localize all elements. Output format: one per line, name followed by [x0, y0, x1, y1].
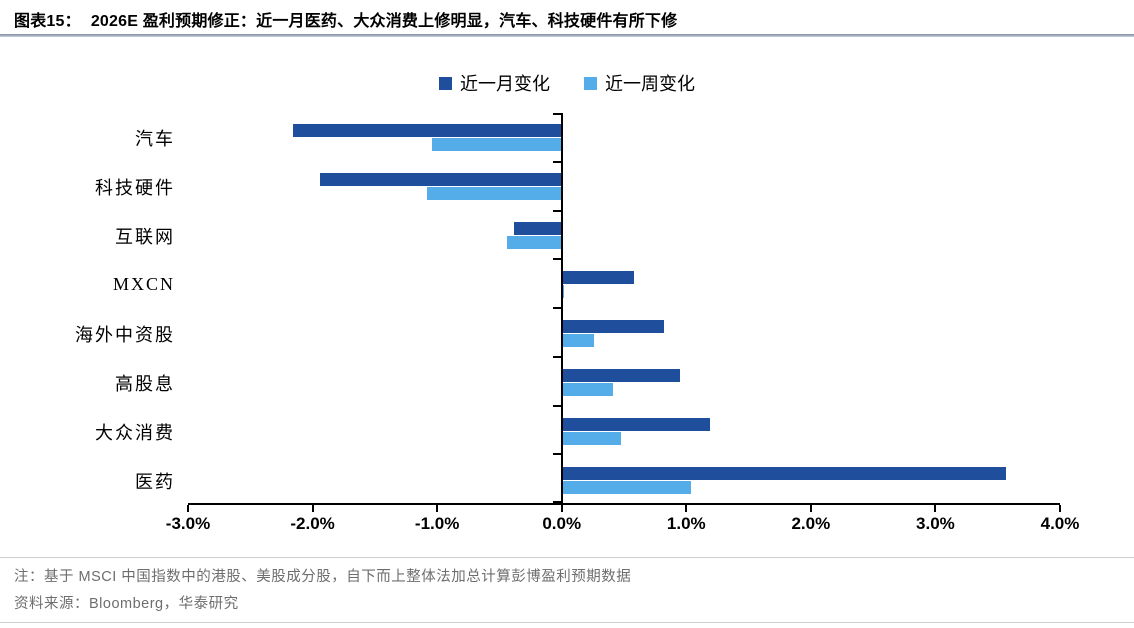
zero-baseline	[560, 113, 563, 511]
bar-week-0	[432, 138, 562, 151]
legend-item-1: 近一周变化	[584, 70, 695, 96]
bar-month-6	[561, 418, 710, 431]
bar-month-0	[292, 124, 562, 137]
x-axis-tick	[560, 505, 563, 512]
category-row	[188, 260, 1060, 309]
category-row	[188, 358, 1060, 407]
x-axis-tick-label: 2.0%	[791, 514, 831, 533]
bar-week-4	[561, 334, 595, 347]
category-axis: 汽车科技硬件互联网 MXCN 海外中资股高股息大众消费医药	[0, 113, 175, 505]
footer-divider-top	[0, 557, 1134, 558]
bar-week-6	[561, 432, 622, 445]
legend-item-0: 近一月变化	[439, 70, 550, 96]
category-tick	[552, 160, 561, 163]
bar-month-7	[561, 467, 1007, 480]
category-row	[188, 309, 1060, 358]
x-axis-tick-label: 4.0%	[1040, 514, 1080, 533]
category-row	[188, 113, 1060, 162]
x-axis-tick-label: 1.0%	[666, 514, 706, 533]
x-axis-tick-label: -2.0%	[290, 514, 335, 533]
legend-swatch-icon	[584, 76, 597, 90]
category-label: 高股息	[115, 373, 175, 394]
bar-month-4	[561, 320, 664, 333]
bar-month-5	[561, 369, 681, 382]
category-label: 互联网	[115, 226, 175, 247]
x-axis-tick	[934, 505, 937, 512]
bar-month-2	[514, 222, 562, 235]
category-tick	[552, 113, 561, 115]
x-axis-tick	[809, 505, 812, 512]
x-axis-tick	[1059, 505, 1061, 512]
category-row	[188, 407, 1060, 456]
bar-week-5	[561, 383, 613, 396]
x-axis-tick-label: -3.0%	[165, 514, 211, 533]
category-label: 海外中资股	[75, 324, 175, 345]
category-label: 汽车	[135, 128, 175, 149]
bar-week-2	[506, 236, 562, 249]
x-axis-tick	[436, 505, 439, 512]
x-axis-tick	[685, 505, 688, 512]
category-tick	[552, 453, 561, 456]
bar-month-3	[561, 271, 634, 284]
figure-title-text: 2026E 盈利预期修正：近一月医药、大众消费上修明显，汽车、科技硬件有所下修	[90, 13, 678, 30]
footer-divider-bottom	[0, 622, 1134, 623]
source-note: 资料来源：Bloomberg，华泰研究	[14, 596, 239, 612]
title-divider	[0, 34, 1134, 37]
x-axis-tick-label: -1.0%	[414, 514, 460, 533]
legend-swatch-icon	[439, 76, 452, 90]
x-axis-tick	[187, 505, 189, 512]
category-tick	[552, 355, 561, 358]
figure-number: 图表15：	[14, 13, 81, 30]
bar-month-1	[320, 173, 562, 186]
category-tick	[552, 404, 561, 407]
category-tick	[552, 307, 561, 309]
x-axis-tick-label: 3.0%	[916, 514, 955, 533]
category-tick	[552, 209, 561, 212]
category-label: MXCN	[112, 274, 175, 294]
chart-legend: 近一月变化 近一周变化	[0, 70, 1134, 96]
category-tick	[552, 258, 561, 261]
category-label: 科技硬件	[95, 177, 175, 198]
legend-label: 近一周变化	[605, 74, 695, 94]
plot-area	[187, 113, 1061, 512]
x-axis-tick	[311, 505, 314, 512]
bar-week-1	[427, 187, 562, 200]
x-axis-labels: -3.0% -2.0% -1.0% 0.0% 1.0% 2.0% 3.0% 4.0%	[166, 514, 1080, 540]
bar-week-3	[561, 285, 565, 298]
figure-title: 图表15： 2026E 盈利预期修正：近一月医药、大众消费上修明显，汽车、科技硬件…	[14, 7, 677, 31]
category-tick	[552, 501, 561, 503]
bar-week-7	[561, 481, 692, 494]
category-label: 大众消费	[95, 422, 175, 443]
category-row	[188, 162, 1060, 211]
x-axis-tick-label: 0.0%	[542, 514, 582, 533]
category-label: 医药	[135, 471, 175, 492]
footnote: 注：基于 MSCI 中国指数中的港股、美股成分股，自下而上整体法加总计算彭博盈利…	[14, 569, 632, 585]
legend-label: 近一月变化	[460, 74, 550, 94]
category-row	[188, 211, 1060, 260]
category-row	[188, 456, 1060, 505]
